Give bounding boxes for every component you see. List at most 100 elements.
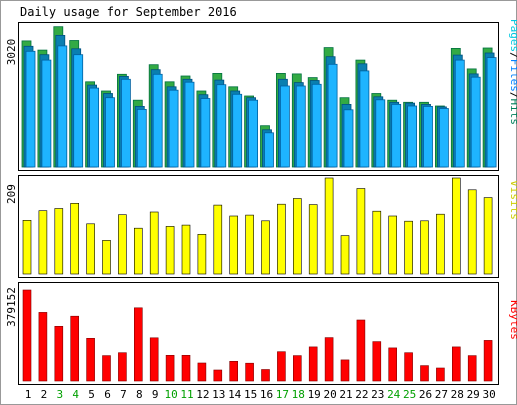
bar-pages-day-25 (407, 105, 418, 168)
bar-pages-day-13 (216, 84, 227, 168)
bar-pages-day-14 (232, 93, 243, 168)
bar-pages-day-11 (184, 81, 195, 168)
xtick-day-20: 20 (323, 388, 336, 401)
bar-pages-day-23 (375, 99, 386, 168)
legend-visits: Visits (508, 180, 517, 220)
xtick-day-7: 7 (120, 388, 127, 401)
bar-kbytes-day-15 (245, 362, 254, 382)
bar-kbytes-day-2 (38, 312, 48, 382)
xtick-day-26: 26 (419, 388, 432, 401)
xtick-day-5: 5 (88, 388, 95, 401)
bar-pages-day-19 (311, 83, 322, 168)
bar-pages-day-10 (168, 89, 179, 168)
bar-visits-day-25 (404, 220, 413, 275)
bar-visits-day-8 (134, 227, 143, 275)
bar-kbytes-day-30 (483, 340, 493, 382)
bar-visits-day-18 (292, 198, 302, 275)
xtick-day-18: 18 (292, 388, 305, 401)
hits-files-pages-bars (21, 26, 497, 168)
bar-visits-day-14 (229, 215, 238, 275)
bar-visits-day-13 (213, 204, 223, 275)
bar-pages-day-7 (121, 78, 131, 168)
bar-visits-day-19 (308, 204, 318, 275)
legend-sep-1: / (508, 52, 517, 59)
xtick-day-9: 9 (152, 388, 159, 401)
xtick-day-6: 6 (104, 388, 111, 401)
bar-visits-day-11 (181, 224, 191, 275)
bar-kbytes-day-17 (277, 351, 286, 382)
bar-visits-day-29 (467, 189, 477, 275)
legend-hits: Hits (508, 99, 517, 126)
bar-pages-day-2 (41, 59, 52, 168)
bar-visits-day-27 (436, 213, 445, 275)
bar-visits-day-30 (483, 197, 493, 275)
bar-kbytes-day-22 (356, 319, 366, 382)
xtick-day-21: 21 (339, 388, 352, 401)
bar-pages-day-26 (423, 106, 433, 168)
xtick-day-15: 15 (244, 388, 257, 401)
bar-pages-day-1 (25, 50, 36, 168)
bar-pages-day-6 (105, 97, 115, 168)
kbytes-bars (22, 289, 493, 382)
legend-pages: Pages (508, 19, 517, 52)
bar-visits-day-20 (324, 177, 334, 275)
xtick-day-27: 27 (435, 388, 448, 401)
xtick-day-17: 17 (276, 388, 289, 401)
visits-bars (22, 177, 493, 275)
bar-kbytes-day-4 (70, 315, 79, 382)
bar-pages-day-17 (279, 85, 290, 168)
bar-visits-day-9 (149, 211, 159, 275)
bar-kbytes-day-12 (197, 362, 207, 382)
xtick-day-29: 29 (467, 388, 480, 401)
bar-pages-day-21 (343, 109, 354, 168)
bar-kbytes-day-3 (54, 325, 64, 382)
xtick-day-13: 13 (212, 388, 225, 401)
legend-top: Pages/Files/Hits (508, 19, 517, 125)
bar-kbytes-day-1 (22, 289, 32, 382)
bar-kbytes-day-16 (261, 369, 270, 382)
bar-pages-day-4 (73, 54, 84, 168)
bar-pages-day-18 (295, 85, 306, 168)
bar-pages-day-16 (264, 132, 274, 168)
bar-pages-day-15 (248, 99, 259, 168)
bar-visits-day-6 (102, 240, 111, 275)
bar-visits-day-26 (420, 220, 429, 275)
bar-kbytes-day-24 (388, 347, 398, 382)
bar-visits-day-23 (372, 210, 382, 275)
bar-visits-day-4 (70, 203, 79, 275)
xtick-day-25: 25 (403, 388, 416, 401)
xtick-day-19: 19 (308, 388, 321, 401)
bar-kbytes-day-28 (451, 346, 461, 382)
bar-visits-day-3 (54, 208, 64, 275)
bar-kbytes-day-6 (102, 355, 111, 382)
xtick-day-14: 14 (228, 388, 242, 401)
bar-kbytes-day-26 (420, 365, 429, 382)
bar-kbytes-day-21 (340, 359, 350, 382)
bar-pages-day-5 (89, 87, 99, 168)
xtick-day-16: 16 (260, 388, 273, 401)
legend-kbytes: KBytes (508, 300, 517, 340)
bar-visits-day-24 (388, 215, 398, 275)
bar-visits-day-12 (197, 234, 207, 275)
bar-visits-day-2 (38, 210, 48, 275)
xtick-day-4: 4 (72, 388, 79, 401)
xtick-day-30: 30 (482, 388, 495, 401)
bar-kbytes-day-20 (324, 337, 334, 382)
panel-kbytes-frame (18, 282, 499, 385)
xtick-day-2: 2 (41, 388, 48, 401)
bar-pages-day-28 (454, 59, 465, 168)
bar-pages-day-8 (136, 109, 147, 168)
bar-kbytes-day-8 (134, 307, 143, 382)
bar-kbytes-day-11 (181, 354, 191, 382)
bar-pages-day-12 (200, 98, 211, 168)
xtick-day-22: 22 (355, 388, 368, 401)
xtick-day-1: 1 (25, 388, 32, 401)
xtick-day-11: 11 (180, 388, 193, 401)
bar-kbytes-day-18 (292, 355, 302, 382)
bar-kbytes-day-10 (165, 354, 175, 382)
bar-kbytes-day-13 (213, 369, 223, 382)
bar-visits-day-15 (245, 214, 254, 275)
bar-visits-day-16 (261, 220, 270, 275)
bar-visits-day-17 (277, 203, 286, 275)
